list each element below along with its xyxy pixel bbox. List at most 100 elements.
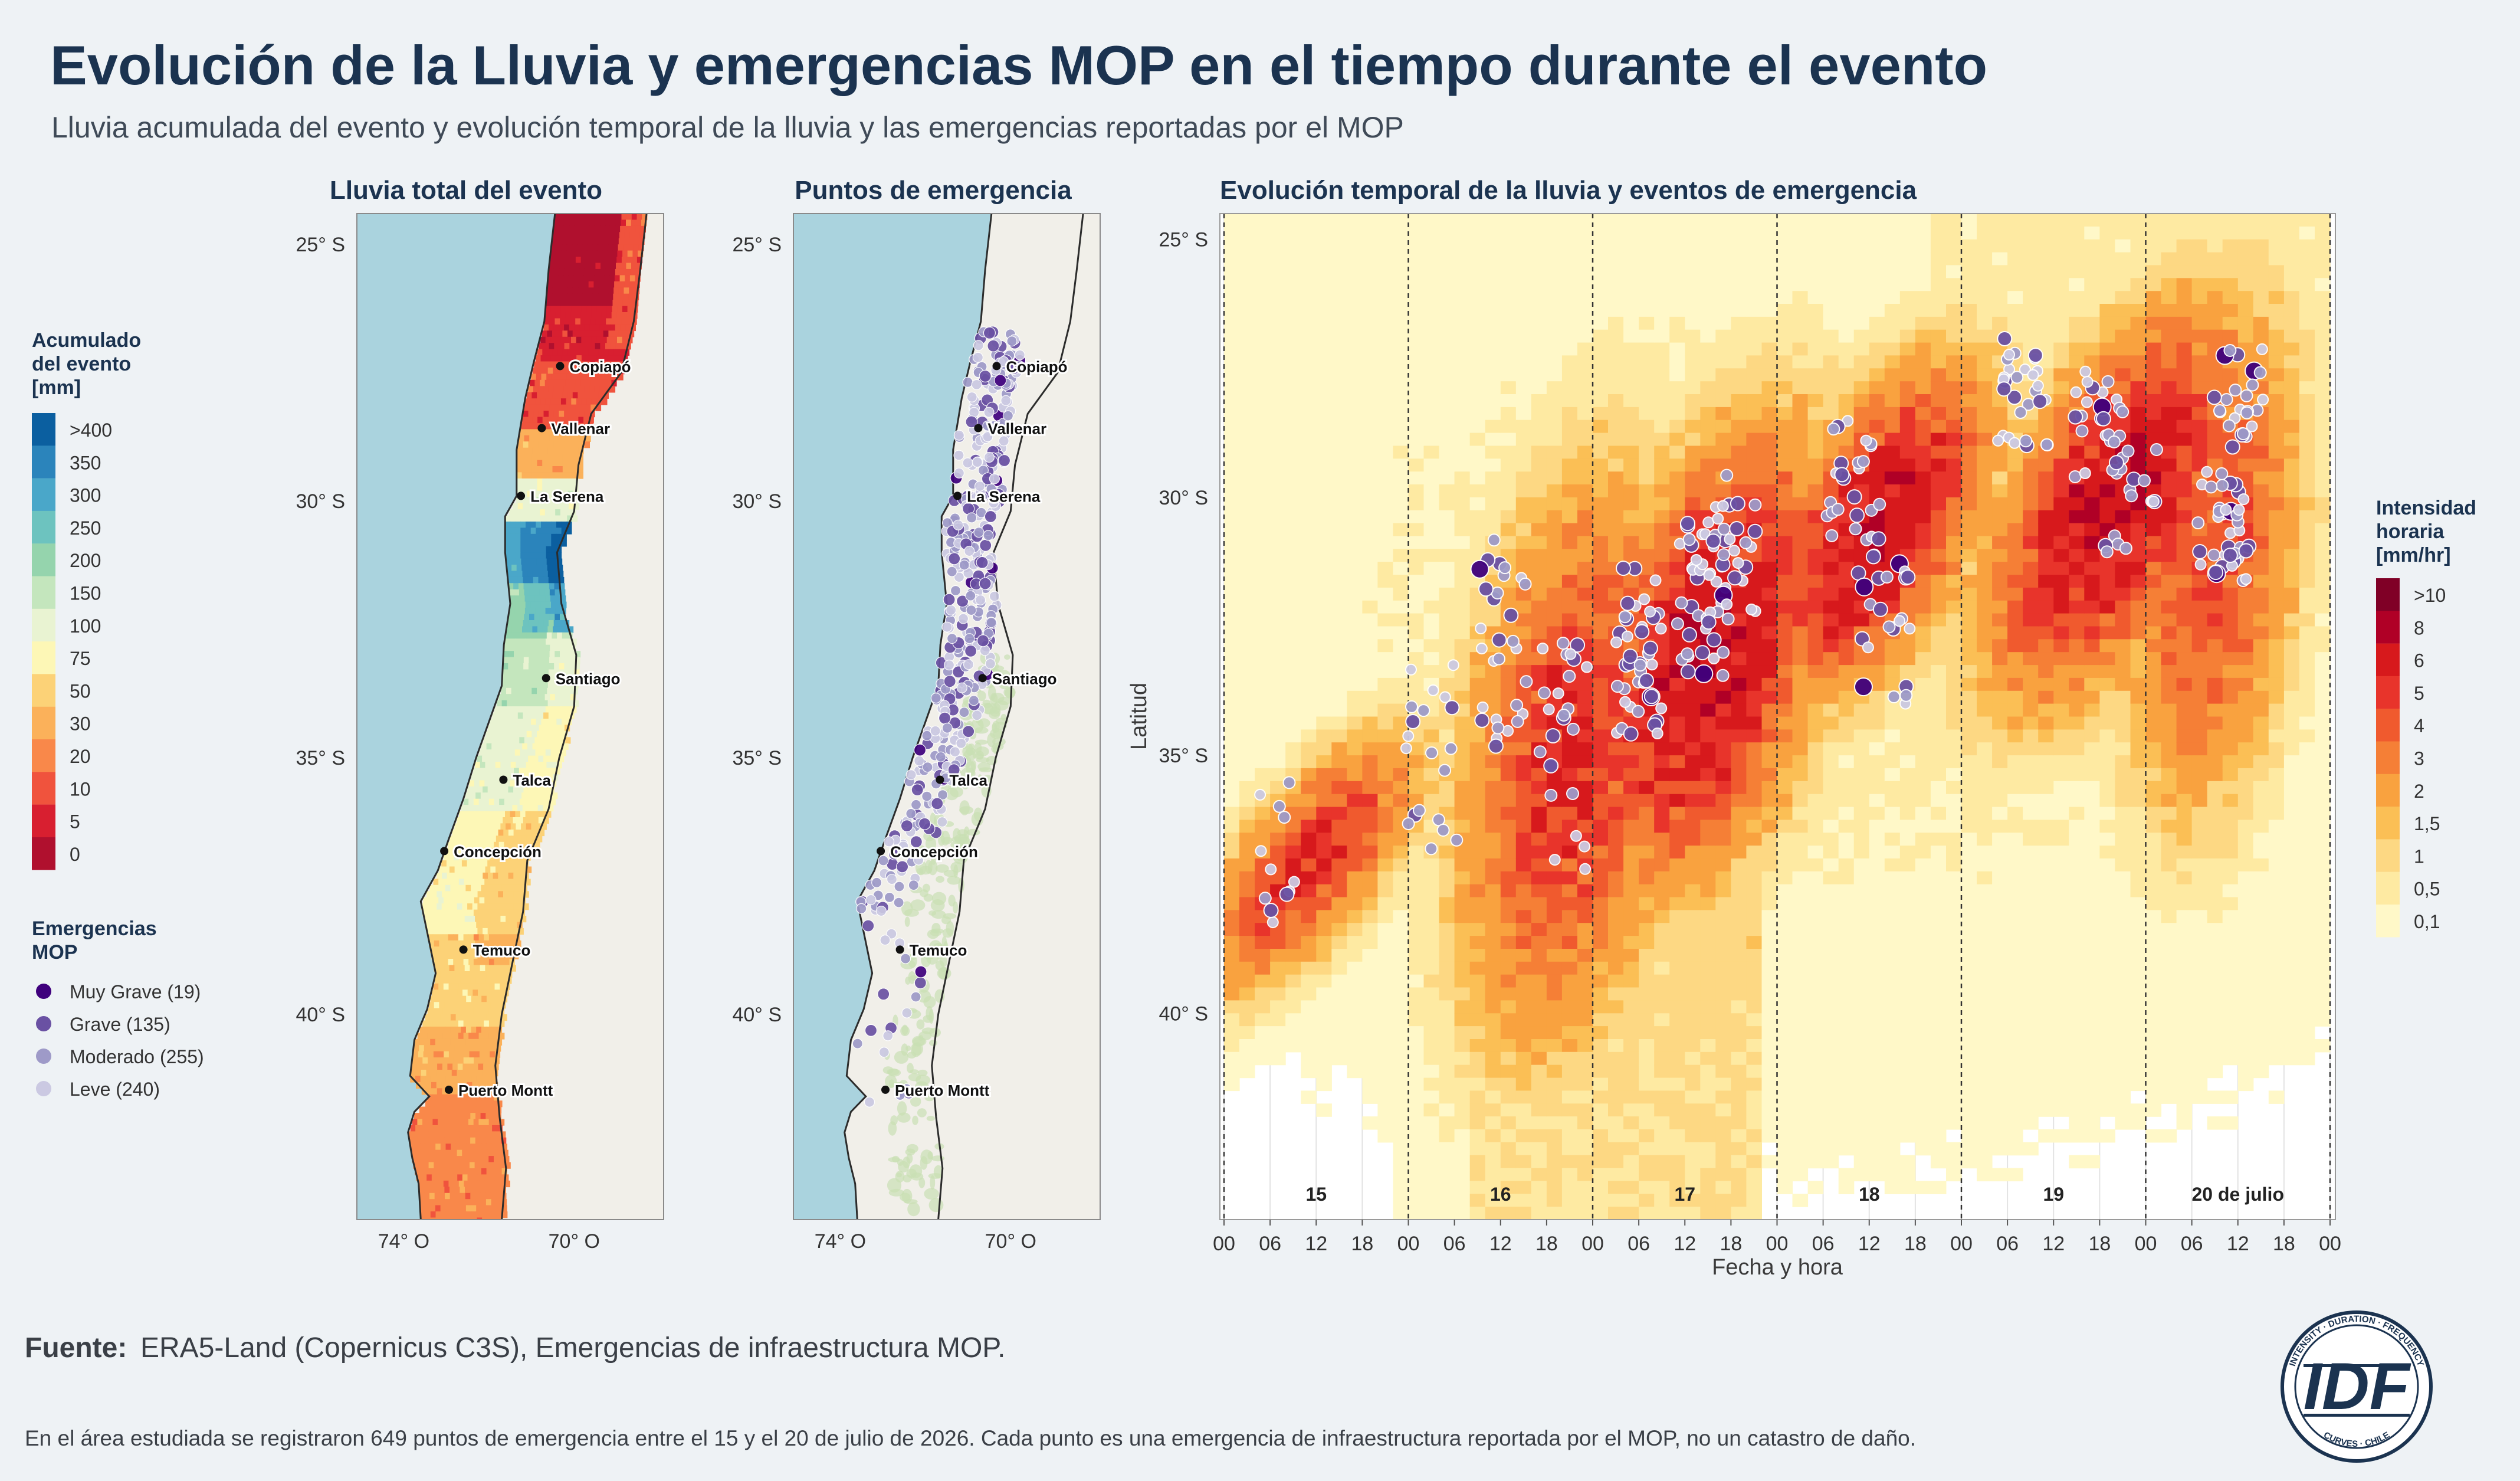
rain-cell (442, 909, 449, 916)
rain-cell (470, 1113, 476, 1120)
rain-cell (441, 1125, 447, 1132)
rain-cell (481, 1211, 487, 1218)
rain-cell (439, 1187, 445, 1194)
heat-cell (1301, 381, 1317, 395)
rain-cell (513, 583, 519, 590)
heat-cell (1316, 432, 1332, 447)
rain-cell (593, 281, 599, 288)
heat-cell (1316, 342, 1332, 356)
heat-cell (1454, 587, 1471, 601)
rain-cell (510, 879, 516, 886)
rain-cell (553, 281, 559, 288)
rain-cell (419, 1199, 425, 1206)
heat-cell (1255, 587, 1271, 601)
heat-cell (1270, 716, 1286, 730)
rain-cell (431, 1070, 437, 1077)
rain-cell (573, 681, 579, 689)
rain-cell (465, 977, 471, 984)
rain-cell (432, 909, 438, 916)
city-label: Santiago (992, 670, 1057, 687)
rain-cell (475, 940, 481, 947)
rain-cell (481, 1076, 487, 1083)
heat-cell (1469, 961, 1486, 975)
rain-cell (527, 417, 533, 424)
heat-cell (1224, 703, 1240, 717)
heat-cell (1377, 278, 1393, 291)
rain-cell (473, 1119, 479, 1126)
emergency-point (956, 595, 969, 608)
heat-cell (1500, 781, 1517, 795)
rain-cell (429, 1187, 435, 1194)
rain-cell (468, 798, 474, 805)
rain-cell (442, 1094, 448, 1101)
rain-cell (470, 1192, 476, 1200)
rain-cell (469, 983, 475, 990)
rain-cell (500, 916, 506, 923)
vegetation-patch (924, 1094, 935, 1102)
rain-cell (522, 774, 528, 781)
vegetation-patch (918, 1177, 926, 1188)
rain-cell (500, 854, 506, 861)
heat-cell (1347, 910, 1363, 923)
rain-cell (602, 306, 608, 313)
heat-cell (1239, 1026, 1255, 1040)
heat-cell (1469, 781, 1486, 795)
rain-cell (635, 232, 641, 239)
rain-cell (561, 300, 567, 307)
rain-cell (611, 219, 616, 227)
heat-cell (1454, 781, 1471, 795)
rain-cell (536, 558, 542, 565)
rain-cell (621, 214, 627, 221)
rain-cell (499, 706, 505, 713)
emergency-point (918, 817, 931, 830)
heat-cell (1331, 703, 1347, 717)
heat-cell (1224, 549, 1240, 562)
rain-cell (496, 884, 502, 892)
rain-cell (486, 1205, 492, 1212)
rain-cell (467, 1070, 472, 1077)
heat-cell (1546, 304, 1563, 317)
rain-cell (446, 1125, 452, 1132)
rain-cell (579, 441, 585, 448)
rain-cell (536, 533, 542, 540)
heat-cell (1408, 265, 1425, 278)
rain-cell (424, 1106, 430, 1113)
rain-cell (616, 263, 622, 270)
rain-cell (493, 725, 498, 732)
heat-cell (1377, 613, 1393, 627)
rain-cell (452, 1094, 459, 1101)
rain-cell (458, 1057, 464, 1064)
heat-cell (1362, 484, 1378, 498)
heat-cell (1423, 368, 1440, 382)
heat-cell (1239, 794, 1255, 808)
heat-cell (1423, 768, 1440, 782)
heat-cell (1347, 523, 1363, 537)
rain-legend-label: 10 (70, 778, 91, 800)
heat-cell (1531, 1155, 1547, 1169)
rain-cell (493, 872, 498, 880)
rain-cell (563, 626, 569, 633)
rain-cell (444, 1162, 449, 1169)
rain-cell (517, 503, 523, 510)
heat-cell (1331, 807, 1347, 820)
rain-cell (494, 1020, 500, 1027)
heat-cell (1331, 549, 1347, 562)
heat-cell (1347, 781, 1363, 795)
heat-cell (1285, 755, 1301, 769)
rain-legend-label: 250 (70, 517, 101, 539)
rain-cell (513, 786, 519, 793)
heat-cell (1515, 1116, 1532, 1130)
rain-cell (484, 1020, 490, 1027)
vegetation-patch (888, 1188, 904, 1197)
heat-cell (1224, 639, 1240, 653)
rain-cell (460, 823, 465, 830)
rain-cell (630, 268, 636, 276)
rain-cell (571, 398, 577, 405)
rain-cell (559, 219, 565, 227)
rain-cell (450, 1038, 457, 1046)
rain-cell (505, 811, 511, 818)
heat-cell (1485, 1181, 1501, 1194)
heat-cell (1255, 304, 1271, 317)
rain-cell (609, 281, 615, 288)
heat-cell (1316, 316, 1332, 330)
